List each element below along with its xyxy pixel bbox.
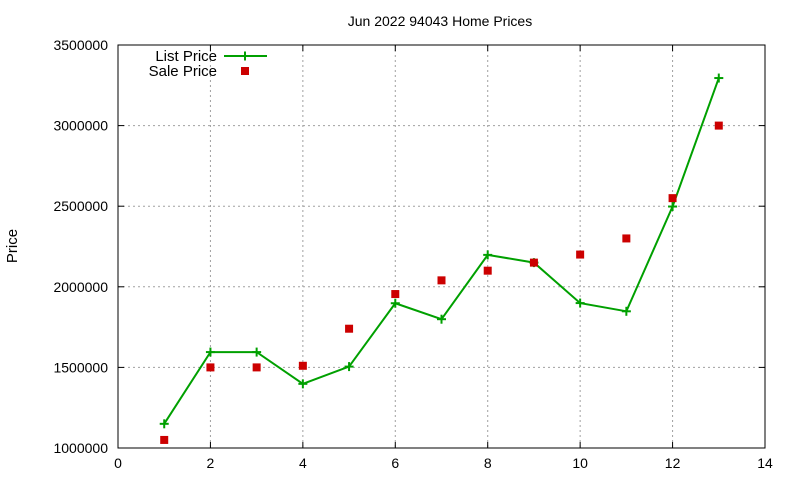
sale-price-point [252, 363, 261, 372]
y-tick-label: 1000000 [53, 440, 108, 456]
list-price-point [390, 298, 400, 308]
axis-ticks: 0 2 4 6 8 10 12 14 1000000 1500000 2000000 2500000 3… [53, 37, 773, 471]
sale-price-point [714, 121, 723, 130]
series-marks [159, 73, 724, 444]
sale-price-point [160, 435, 169, 444]
x-tick-label: 14 [757, 455, 773, 471]
list-price-point [159, 419, 169, 429]
legend-square-icon [241, 67, 249, 75]
legend-plus-icon [240, 51, 250, 61]
list-price-line [163, 77, 720, 425]
list-price-point [298, 379, 308, 389]
plot-frame [117, 44, 766, 449]
legend-label: List Price [155, 48, 217, 65]
chart-title: Jun 2022 94043 Home Prices [348, 13, 532, 29]
sale-price-point [622, 234, 631, 243]
gridlines [118, 45, 765, 448]
sale-price-point [206, 363, 215, 372]
sale-price-point [668, 194, 677, 203]
sale-price-point [391, 290, 400, 299]
x-tick-label: 12 [665, 455, 681, 471]
y-tick-label: 3500000 [53, 37, 108, 53]
sale-price-point [437, 276, 446, 285]
x-tick-label: 2 [207, 455, 215, 471]
x-tick-label: 6 [391, 455, 399, 471]
list-price-point [621, 306, 631, 316]
x-tick-label: 4 [299, 455, 307, 471]
list-price-point [714, 73, 724, 83]
list-price-point [483, 250, 493, 260]
x-tick-label: 8 [484, 455, 492, 471]
list-price-point [205, 347, 215, 357]
sale-price-point [345, 324, 354, 333]
legend-label: Sale Price [149, 63, 217, 80]
series-list-price [159, 73, 724, 429]
list-price-point [252, 347, 262, 357]
sale-price-point [483, 266, 492, 275]
y-tick-label: 2500000 [53, 198, 108, 214]
list-price-point [575, 298, 585, 308]
x-tick-label: 0 [114, 455, 122, 471]
y-axis-label: Price [4, 229, 21, 263]
y-tick-label: 3000000 [53, 118, 108, 134]
x-tick-label: 10 [572, 455, 588, 471]
y-tick-label: 1500000 [53, 359, 108, 375]
sale-price-point [576, 250, 585, 259]
list-price-point [668, 202, 678, 212]
list-price-point [344, 362, 354, 372]
y-tick-label: 2000000 [53, 279, 108, 295]
series-sale-price [160, 121, 723, 444]
list-price-point [437, 314, 446, 324]
sale-price-point [529, 258, 538, 267]
sale-price-point [298, 361, 307, 370]
